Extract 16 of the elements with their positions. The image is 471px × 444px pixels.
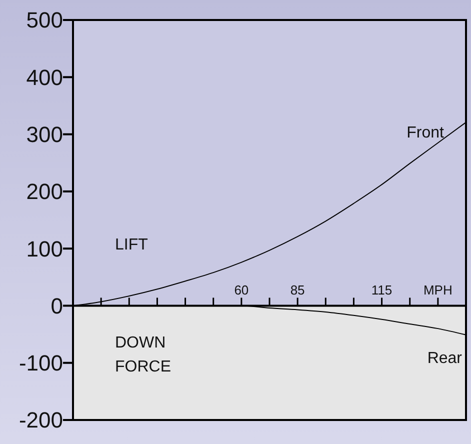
band-label: LIFT — [115, 236, 148, 254]
x-tick-label: 60 — [234, 282, 249, 298]
x-tick-label: MPH — [423, 282, 452, 298]
y-tick-label: 100 — [26, 236, 63, 262]
band-label: DOWN FORCE — [115, 334, 171, 376]
y-tick-label: -200 — [18, 408, 63, 433]
y-tick-label: -100 — [18, 350, 63, 376]
y-tick-label: 400 — [26, 64, 63, 90]
x-tick-label: 115 — [371, 282, 392, 298]
y-tick-label: 300 — [26, 122, 63, 147]
y-tick-label: 500 — [26, 8, 63, 33]
y-tick-label: 0 — [50, 293, 63, 318]
x-tick-label: 85 — [290, 282, 305, 298]
y-tick-label: 200 — [26, 179, 63, 204]
series-label: Rear — [427, 350, 463, 367]
series-label: Front — [406, 124, 445, 142]
